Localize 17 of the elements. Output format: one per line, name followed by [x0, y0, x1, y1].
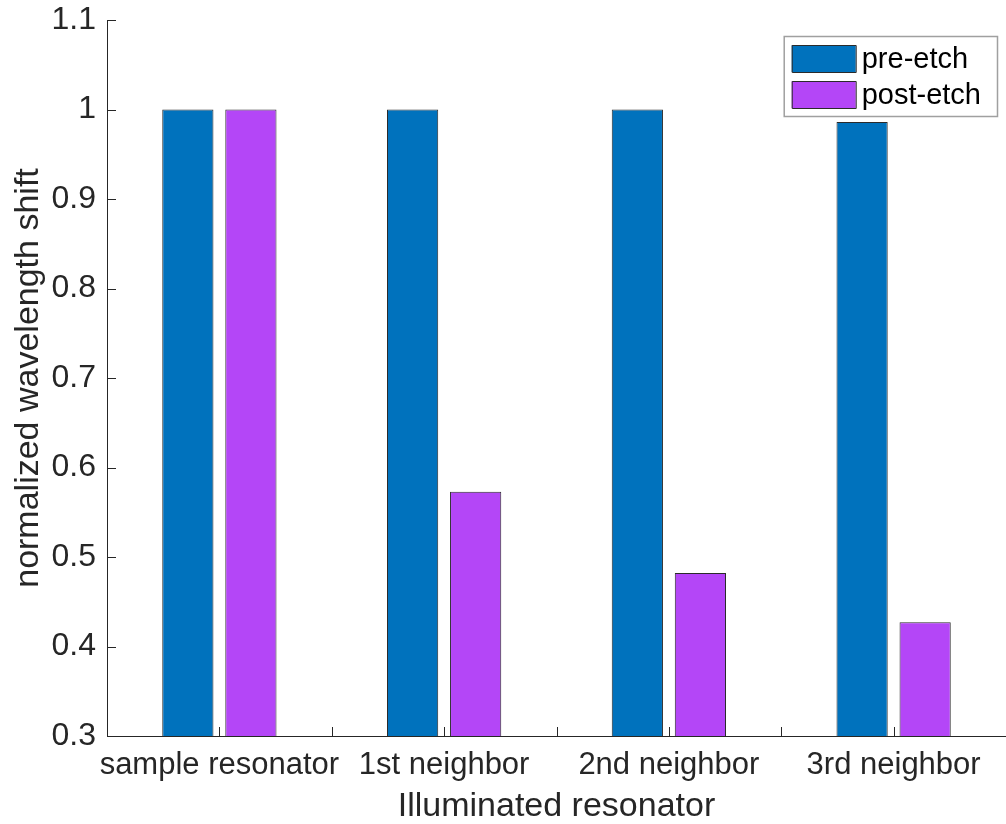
x-tick-label: 3rd neighbor [806, 745, 981, 781]
y-tick-label: 0.9 [51, 178, 96, 215]
x-tick-label: 1st neighbor [358, 745, 530, 781]
y-tick-label: 0.3 [51, 715, 96, 752]
y-tick-label: 0.7 [51, 357, 96, 394]
legend-label: post-etch [861, 77, 982, 110]
y-tick-label: 1.1 [51, 0, 96, 36]
y-tick-label: 1 [78, 89, 96, 126]
y-tick-label: 0.8 [51, 268, 96, 305]
x-tick-label: 2nd neighbor [578, 745, 760, 781]
y-tick-label: 0.6 [51, 447, 96, 484]
y-axis-title: normalized wavelength shift [7, 167, 46, 588]
legend-label: pre-etch [861, 41, 969, 74]
x-axis-title: Illuminated resonator [397, 785, 716, 824]
x-tick-label: sample resonator [99, 745, 340, 781]
y-tick-label: 0.5 [51, 536, 96, 573]
y-tick-label: 0.4 [51, 626, 96, 663]
